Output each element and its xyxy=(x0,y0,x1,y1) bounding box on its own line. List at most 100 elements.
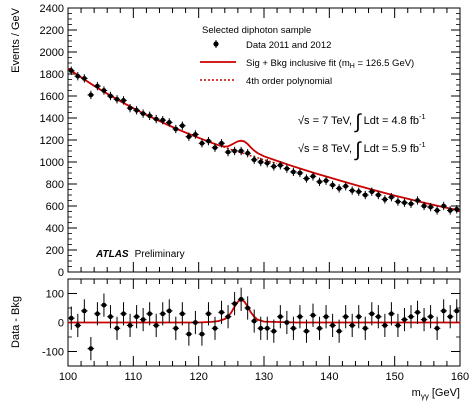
data-marker xyxy=(238,148,244,154)
lumi-7tev-sup: -1 xyxy=(419,112,426,121)
x-axis-label-unit: [GeV] xyxy=(429,387,460,399)
data-point xyxy=(192,310,199,335)
data-marker xyxy=(212,325,218,331)
data-marker xyxy=(166,308,172,314)
x-axis-label-main: m xyxy=(412,387,421,399)
data-marker xyxy=(95,311,100,317)
data-point xyxy=(355,305,362,329)
legend-fit-label-tail: = 126.5 GeV) xyxy=(355,58,414,69)
data-marker xyxy=(68,68,74,74)
legend-title: Selected diphoton sample xyxy=(202,25,311,36)
legend-fit-label-main: Sig + Bkg inclusive fit (m xyxy=(246,58,350,69)
atlas-label: ATLAS Preliminary xyxy=(95,249,185,260)
lumi-7tev-integral: ∫ xyxy=(354,111,362,133)
ratio-data-points xyxy=(68,287,460,361)
ratio-panel: -100 0 100 100 110 120 130 140 150 160 Data - Bk… xyxy=(10,278,469,401)
data-point xyxy=(100,293,108,317)
data-point xyxy=(250,309,258,333)
data-marker xyxy=(343,183,349,189)
data-marker xyxy=(193,320,198,325)
data-point xyxy=(414,300,421,324)
data-marker xyxy=(121,98,126,103)
x-tick-label: 120 xyxy=(189,371,207,383)
data-marker xyxy=(395,199,401,205)
data-marker xyxy=(206,311,211,317)
main-panel: 0 200 400 600 800 1000 1200 1400 1600 1800 2000 220… xyxy=(10,3,461,279)
data-point xyxy=(185,132,193,141)
data-marker xyxy=(199,140,205,146)
data-marker xyxy=(160,311,166,317)
data-marker xyxy=(304,328,309,334)
data-point xyxy=(283,310,291,335)
y-tick-label: 2000 xyxy=(40,47,64,59)
data-point xyxy=(198,139,206,148)
y-tick-label: 800 xyxy=(46,179,64,191)
data-point xyxy=(152,313,160,337)
data-point xyxy=(192,130,199,139)
data-marker xyxy=(291,325,296,331)
main-y-axis-label: Events / GeV xyxy=(10,7,22,72)
data-point xyxy=(296,168,304,178)
lumi-7tev-pre: √s = 7 TeV, xyxy=(298,115,355,127)
data-marker xyxy=(160,117,166,123)
data-point xyxy=(218,139,225,148)
data-point xyxy=(446,206,454,215)
data-point xyxy=(453,205,460,214)
y-tick-label: 1200 xyxy=(40,135,64,147)
x-tick-label: 150 xyxy=(385,371,403,383)
data-point xyxy=(94,302,101,326)
data-point xyxy=(420,308,428,332)
x-axis-label-sub: γγ xyxy=(421,392,429,401)
data-marker xyxy=(421,317,427,322)
data-point xyxy=(342,305,349,329)
data-marker xyxy=(264,325,270,331)
data-marker xyxy=(179,123,185,129)
data-point xyxy=(335,319,343,343)
data-marker xyxy=(428,204,433,210)
data-marker xyxy=(284,320,290,325)
data-marker xyxy=(402,317,407,322)
data-marker xyxy=(277,314,283,320)
lumi-8tev-text: √s = 8 TeV, ∫ Ldt = 5.9 fb-1 xyxy=(298,139,426,161)
data-point xyxy=(309,303,317,327)
data-marker xyxy=(441,203,447,209)
ratio-fit-line xyxy=(68,298,460,324)
data-point xyxy=(368,302,376,326)
data-marker xyxy=(389,194,394,200)
data-marker xyxy=(212,145,218,151)
data-marker xyxy=(264,160,270,166)
y-tick-label: -100 xyxy=(42,347,64,359)
data-marker xyxy=(369,189,375,195)
data-marker xyxy=(232,301,238,307)
data-marker xyxy=(297,314,303,320)
lumi-annotation-7tev: √s = 7 TeV, ∫ Ldt = 4.8 fb-1 xyxy=(298,111,426,133)
data-marker xyxy=(284,166,290,172)
polynomial-bkg-line xyxy=(211,142,278,165)
data-point xyxy=(133,106,140,115)
data-marker xyxy=(421,203,427,209)
data-marker xyxy=(402,200,407,206)
y-tick-label: 600 xyxy=(46,201,64,213)
data-marker xyxy=(434,208,440,213)
lumi-annotation-8tev: √s = 8 TeV, ∫ Ldt = 5.9 fb-1 xyxy=(298,139,426,161)
data-point xyxy=(74,72,82,81)
x-tick-label: 130 xyxy=(255,371,273,383)
data-point xyxy=(211,143,219,152)
data-marker xyxy=(245,305,251,311)
x-tick-label: 160 xyxy=(451,371,469,383)
data-point xyxy=(107,91,114,101)
lumi-8tev-post: Ldt = 5.9 fb xyxy=(361,143,419,155)
y-tick-label: 400 xyxy=(46,223,64,235)
lumi-8tev-integral: ∫ xyxy=(354,139,362,161)
data-point xyxy=(440,201,447,211)
data-point xyxy=(414,196,421,205)
data-marker xyxy=(395,323,401,328)
data-point xyxy=(316,177,323,186)
legend-fit-label-sub: H xyxy=(350,63,355,70)
data-point xyxy=(198,322,206,346)
data-marker xyxy=(375,314,381,320)
data-point xyxy=(335,184,343,193)
y-tick-label: 1000 xyxy=(40,157,64,169)
data-marker xyxy=(134,314,140,320)
data-marker xyxy=(193,132,198,137)
